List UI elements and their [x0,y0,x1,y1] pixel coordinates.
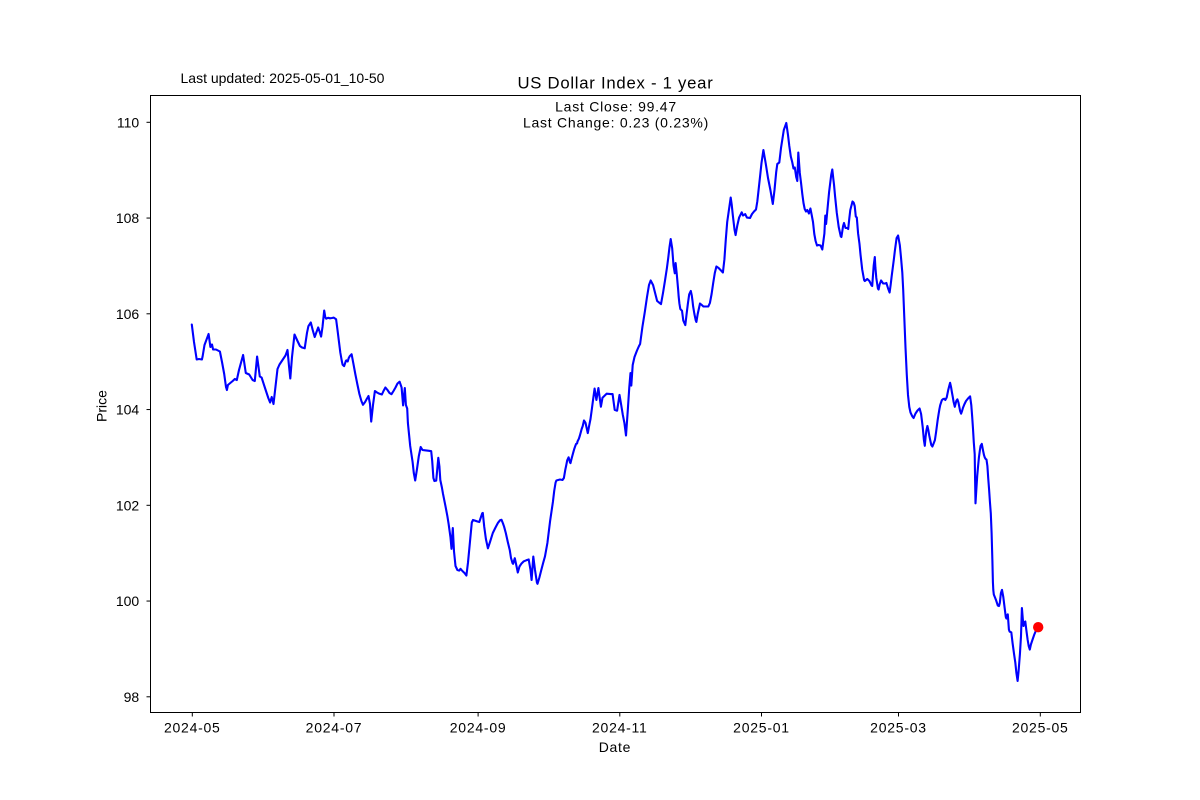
svg-text:98: 98 [124,689,140,705]
svg-text:2025-05: 2025-05 [1012,720,1069,736]
svg-text:2024-09: 2024-09 [450,720,507,736]
svg-text:Last updated: 2025-05-01_10-50: Last updated: 2025-05-01_10-50 [181,70,385,86]
svg-text:Date: Date [599,739,631,755]
svg-text:108: 108 [116,210,140,226]
svg-text:US Dollar Index - 1 year: US Dollar Index - 1 year [517,74,713,93]
svg-text:2024-05: 2024-05 [164,720,221,736]
svg-text:102: 102 [116,497,140,513]
svg-text:100: 100 [116,593,140,609]
svg-text:2025-03: 2025-03 [870,720,927,736]
svg-text:2024-07: 2024-07 [306,720,363,736]
svg-text:106: 106 [116,306,140,322]
svg-text:2024-11: 2024-11 [592,720,648,736]
svg-text:Price: Price [93,390,109,422]
svg-text:Last Change: 0.23 (0.23%): Last Change: 0.23 (0.23%) [523,115,709,131]
svg-text:104: 104 [116,402,140,418]
svg-text:110: 110 [117,114,140,130]
svg-text:2025-01: 2025-01 [733,720,790,736]
svg-text:Last Close: 99.47: Last Close: 99.47 [555,99,677,115]
